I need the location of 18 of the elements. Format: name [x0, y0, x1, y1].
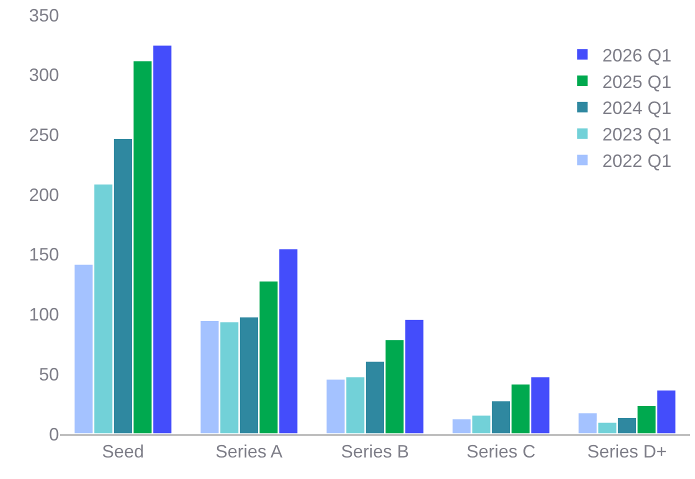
y-tick-label: 50	[38, 364, 59, 384]
legend-label: 2023 Q1	[602, 124, 672, 145]
y-tick-label: 250	[28, 125, 59, 146]
y-tick-label: 350	[28, 5, 59, 26]
y-tick-label: 0	[48, 424, 59, 444]
x-tick-label: Seed	[102, 442, 144, 462]
y-tick-label: 200	[28, 184, 59, 205]
x-tick-label: Series B	[340, 442, 410, 462]
legend-label: 2024 Q1	[602, 98, 672, 118]
legend-label: 2022 Q1	[602, 151, 672, 171]
y-tick-label: 150	[28, 244, 59, 265]
y-tick-label: 300	[28, 65, 59, 86]
x-tick-label: Series C	[466, 442, 536, 462]
legend-label: 2026 Q1	[602, 45, 672, 66]
x-tick-label: Series A	[215, 442, 283, 462]
legend-label: 2025 Q1	[602, 72, 672, 92]
y-tick-label: 100	[28, 304, 59, 325]
x-tick-label: Series D+	[587, 442, 667, 462]
